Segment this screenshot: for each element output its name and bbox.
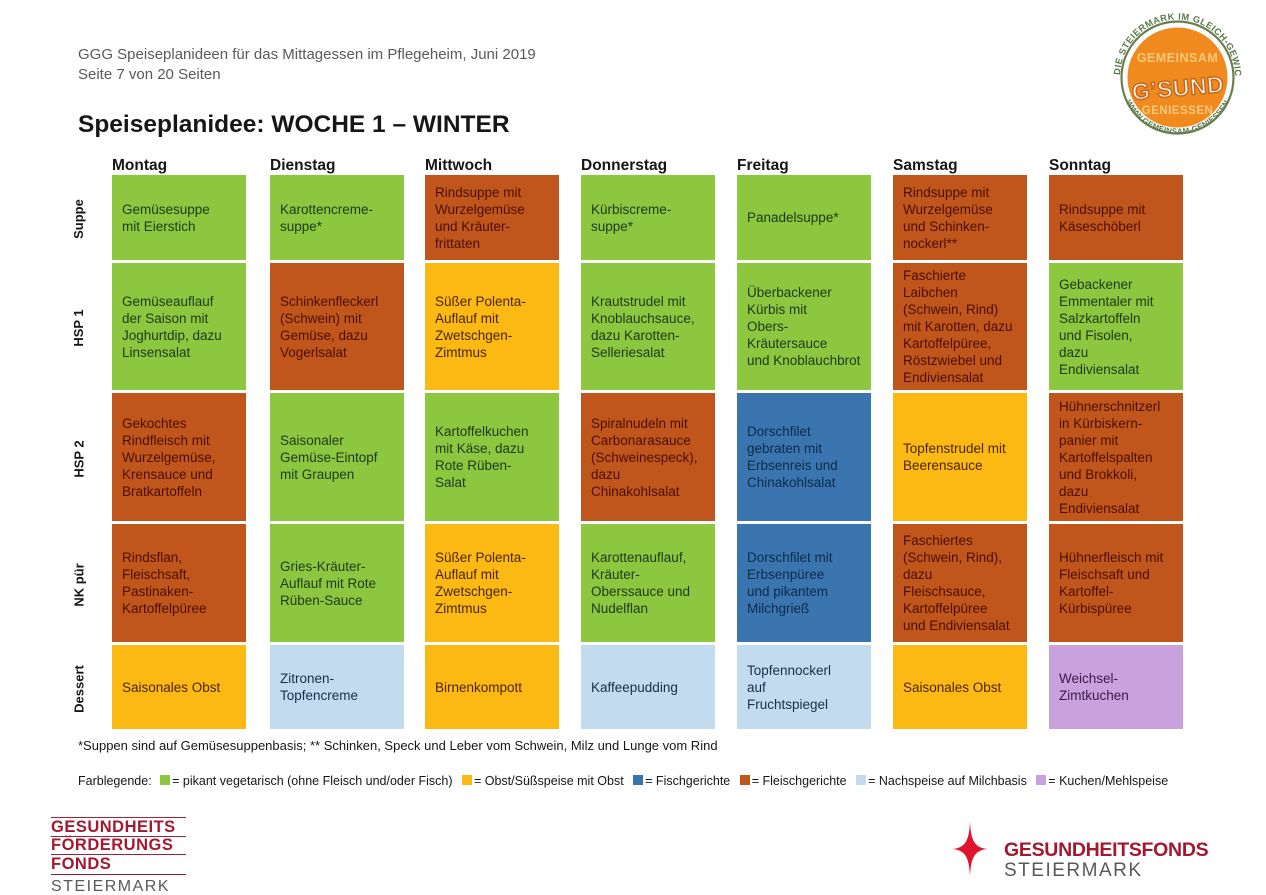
svg-text:GEMEINSAM: GEMEINSAM	[1137, 51, 1219, 65]
svg-text:GENIESSEN: GENIESSEN	[1142, 105, 1214, 117]
